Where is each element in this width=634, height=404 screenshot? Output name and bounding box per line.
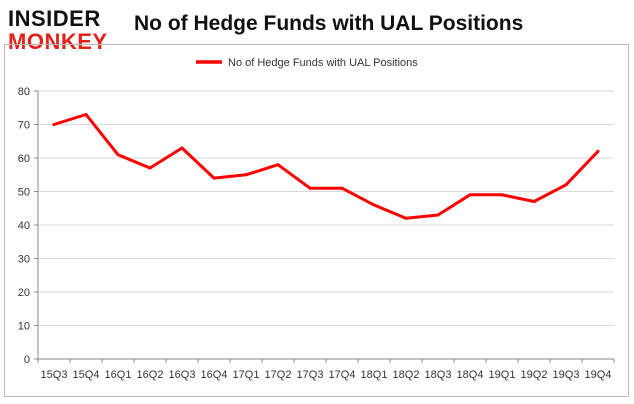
data-point (436, 213, 440, 217)
x-tick-label: 18Q3 (425, 369, 452, 381)
y-tick-label: 80 (18, 86, 30, 98)
chart-frame (4, 44, 629, 397)
x-tick-label: 17Q2 (265, 369, 292, 381)
insider-monkey-logo: INSIDER MONKEY (8, 6, 118, 54)
y-tick-label: 70 (18, 120, 30, 132)
legend: No of Hedge Funds with UAL Positions (196, 57, 418, 69)
data-point (276, 163, 280, 167)
x-tick-label: 17Q3 (297, 369, 324, 381)
x-tick-label: 18Q2 (393, 369, 420, 381)
data-point (116, 153, 120, 157)
x-tick-label: 16Q2 (137, 369, 164, 381)
data-point (308, 186, 312, 190)
data-point (500, 193, 504, 197)
y-tick-label: 40 (18, 220, 30, 232)
chart-title: No of Hedge Funds with UAL Positions (134, 12, 524, 35)
data-point (52, 123, 56, 126)
x-tick-label: 18Q1 (361, 369, 388, 381)
data-point (180, 146, 184, 150)
y-axis-ticks: 0 10 20 30 40 50 60 70 80 (18, 86, 38, 366)
x-tick-label: 16Q3 (169, 369, 196, 381)
data-point (148, 166, 152, 170)
data-point (372, 203, 376, 207)
x-tick-label: 15Q3 (41, 369, 68, 381)
x-tick-label: 17Q1 (233, 369, 260, 381)
x-tick-label: 18Q4 (457, 369, 484, 381)
y-tick-label: 20 (18, 287, 30, 299)
data-point (468, 193, 472, 197)
logo-line-1: INSIDER (8, 6, 101, 31)
data-point (84, 112, 88, 116)
x-tick-label: 19Q2 (521, 369, 548, 381)
data-point (212, 176, 216, 180)
x-axis-ticks: 15Q3 15Q4 16Q1 16Q2 16Q3 16Q4 17Q1 17Q2 17Q3 17Q4… (37, 359, 615, 381)
y-tick-label: 0 (24, 354, 30, 366)
data-point (532, 200, 536, 204)
x-tick-label: 17Q4 (329, 369, 356, 381)
y-tick-label: 10 (18, 321, 30, 333)
x-tick-label: 19Q1 (489, 369, 516, 381)
data-point (244, 173, 248, 177)
series-group (52, 112, 600, 220)
x-tick-label: 19Q3 (553, 369, 580, 381)
gridlines (38, 90, 614, 360)
legend-label: No of Hedge Funds with UAL Positions (228, 57, 418, 69)
series-line (52, 113, 600, 220)
data-point (596, 149, 600, 153)
y-tick-label: 60 (18, 153, 30, 165)
x-tick-label: 16Q1 (105, 369, 132, 381)
data-point (340, 186, 344, 190)
x-tick-label: 19Q4 (585, 369, 612, 381)
x-tick-label: 16Q4 (201, 369, 228, 381)
data-point (404, 216, 408, 220)
y-tick-label: 50 (18, 187, 30, 199)
x-tick-label: 15Q4 (73, 369, 100, 381)
data-point (564, 183, 568, 187)
y-tick-label: 30 (18, 254, 30, 266)
logo-line-2: MONKEY (8, 29, 108, 54)
